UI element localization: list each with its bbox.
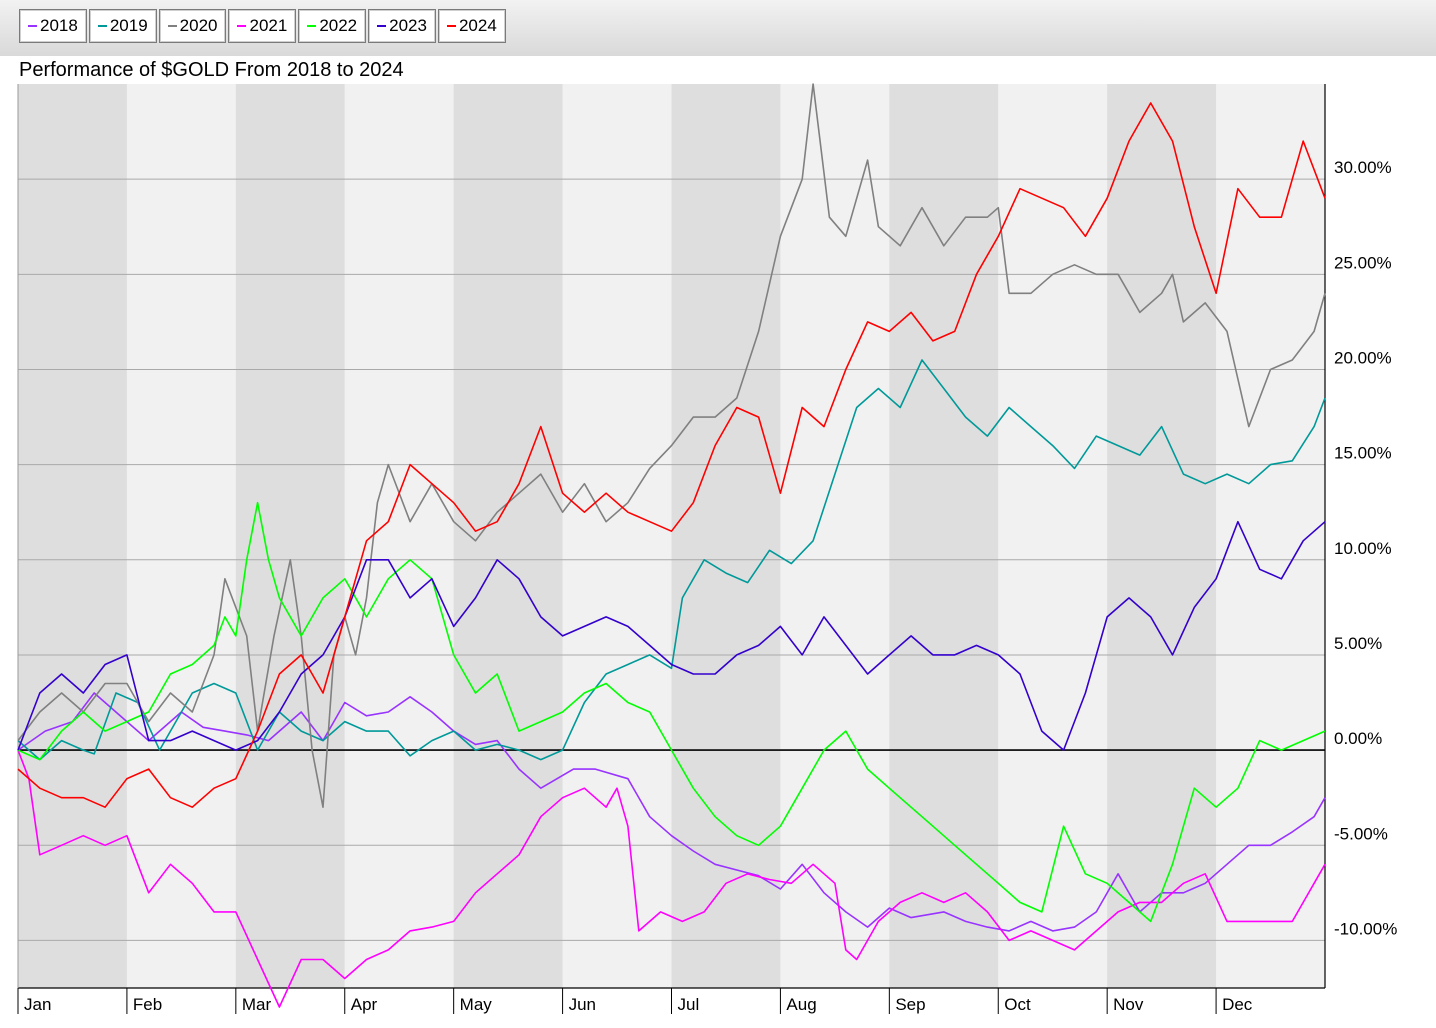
y-tick-label: 20.00% [1334,348,1392,367]
legend-label-2023: 2023 [389,16,427,35]
month-band-oct [998,84,1108,988]
y-tick-label: 0.00% [1334,729,1382,748]
legend-label-2021: 2021 [249,16,288,35]
legend-swatch-2019 [97,25,107,27]
legend-label-2020: 2020 [179,16,218,35]
series-line-2023 [17,520,1326,751]
y-tick-label: 15.00% [1334,444,1392,463]
month-band-jan [18,84,127,988]
legend-swatch-2022 [307,25,317,27]
x-tick-label-aug: Aug [786,995,816,1014]
y-tick-label: -5.00% [1334,824,1388,843]
legend-swatch-2023 [377,25,387,27]
x-tick-label-dec: Dec [1222,995,1253,1014]
y-tick-label: 30.00% [1334,158,1392,177]
month-band-feb [126,84,236,988]
month-band-jun [562,84,672,988]
series-line-2018 [17,692,1326,932]
legend-label-2024: 2024 [458,16,497,35]
x-tick-label-nov: Nov [1113,995,1144,1014]
month-band-jul [671,84,781,988]
month-band-dec [1216,84,1325,988]
month-band-mar [235,84,345,988]
legend-swatch-2024 [446,25,456,27]
legend-swatch-2021 [237,25,247,27]
legend-item-2023[interactable]: 2023 [368,9,436,43]
x-tick-label-feb: Feb [133,995,162,1014]
month-band-nov [1107,84,1217,988]
x-tick-label-sep: Sep [895,995,925,1014]
series-line-2021 [17,749,1326,1008]
legend-swatch-2020 [167,25,177,27]
y-tick-label: 5.00% [1334,634,1382,653]
legend-label-2018: 2018 [40,16,78,35]
legend-item-2021[interactable]: 2021 [228,9,297,43]
series-line-2019 [17,359,1326,761]
legend-item-2024[interactable]: 2024 [437,9,506,43]
series-legend: 2018 2019 2020 2021 2022 2023 2024 [19,9,506,45]
month-band-may [453,84,563,988]
y-tick-label: 10.00% [1334,539,1392,558]
legend-label-2022: 2022 [319,16,358,35]
x-tick-label-oct: Oct [1004,995,1031,1014]
legend-item-2018[interactable]: 2018 [19,9,87,43]
y-tick-label: 25.00% [1334,253,1392,272]
legend-item-2022[interactable]: 2022 [298,9,367,43]
month-band-sep [889,84,999,988]
x-tick-label-jun: Jun [569,995,596,1014]
series-line-2024 [17,102,1326,808]
x-tick-label-jul: Jul [678,995,700,1014]
chart-title: Performance of $GOLD From 2018 to 2024 [19,59,404,81]
legend-item-2019[interactable]: 2019 [88,9,157,43]
x-tick-label-may: May [460,995,493,1014]
legend-swatch-2018 [28,25,37,27]
x-tick-label-mar: Mar [242,995,272,1014]
legend-label-2019: 2019 [109,16,148,35]
month-band-aug [780,84,890,988]
x-tick-label-jan: Jan [24,995,51,1014]
legend-item-2020[interactable]: 2020 [158,9,227,43]
y-tick-label: -10.00% [1334,919,1397,938]
series-line-2020 [17,83,1326,808]
x-tick-label-apr: Apr [351,995,378,1014]
month-band-apr [344,84,454,988]
series-line-2022 [17,501,1326,923]
